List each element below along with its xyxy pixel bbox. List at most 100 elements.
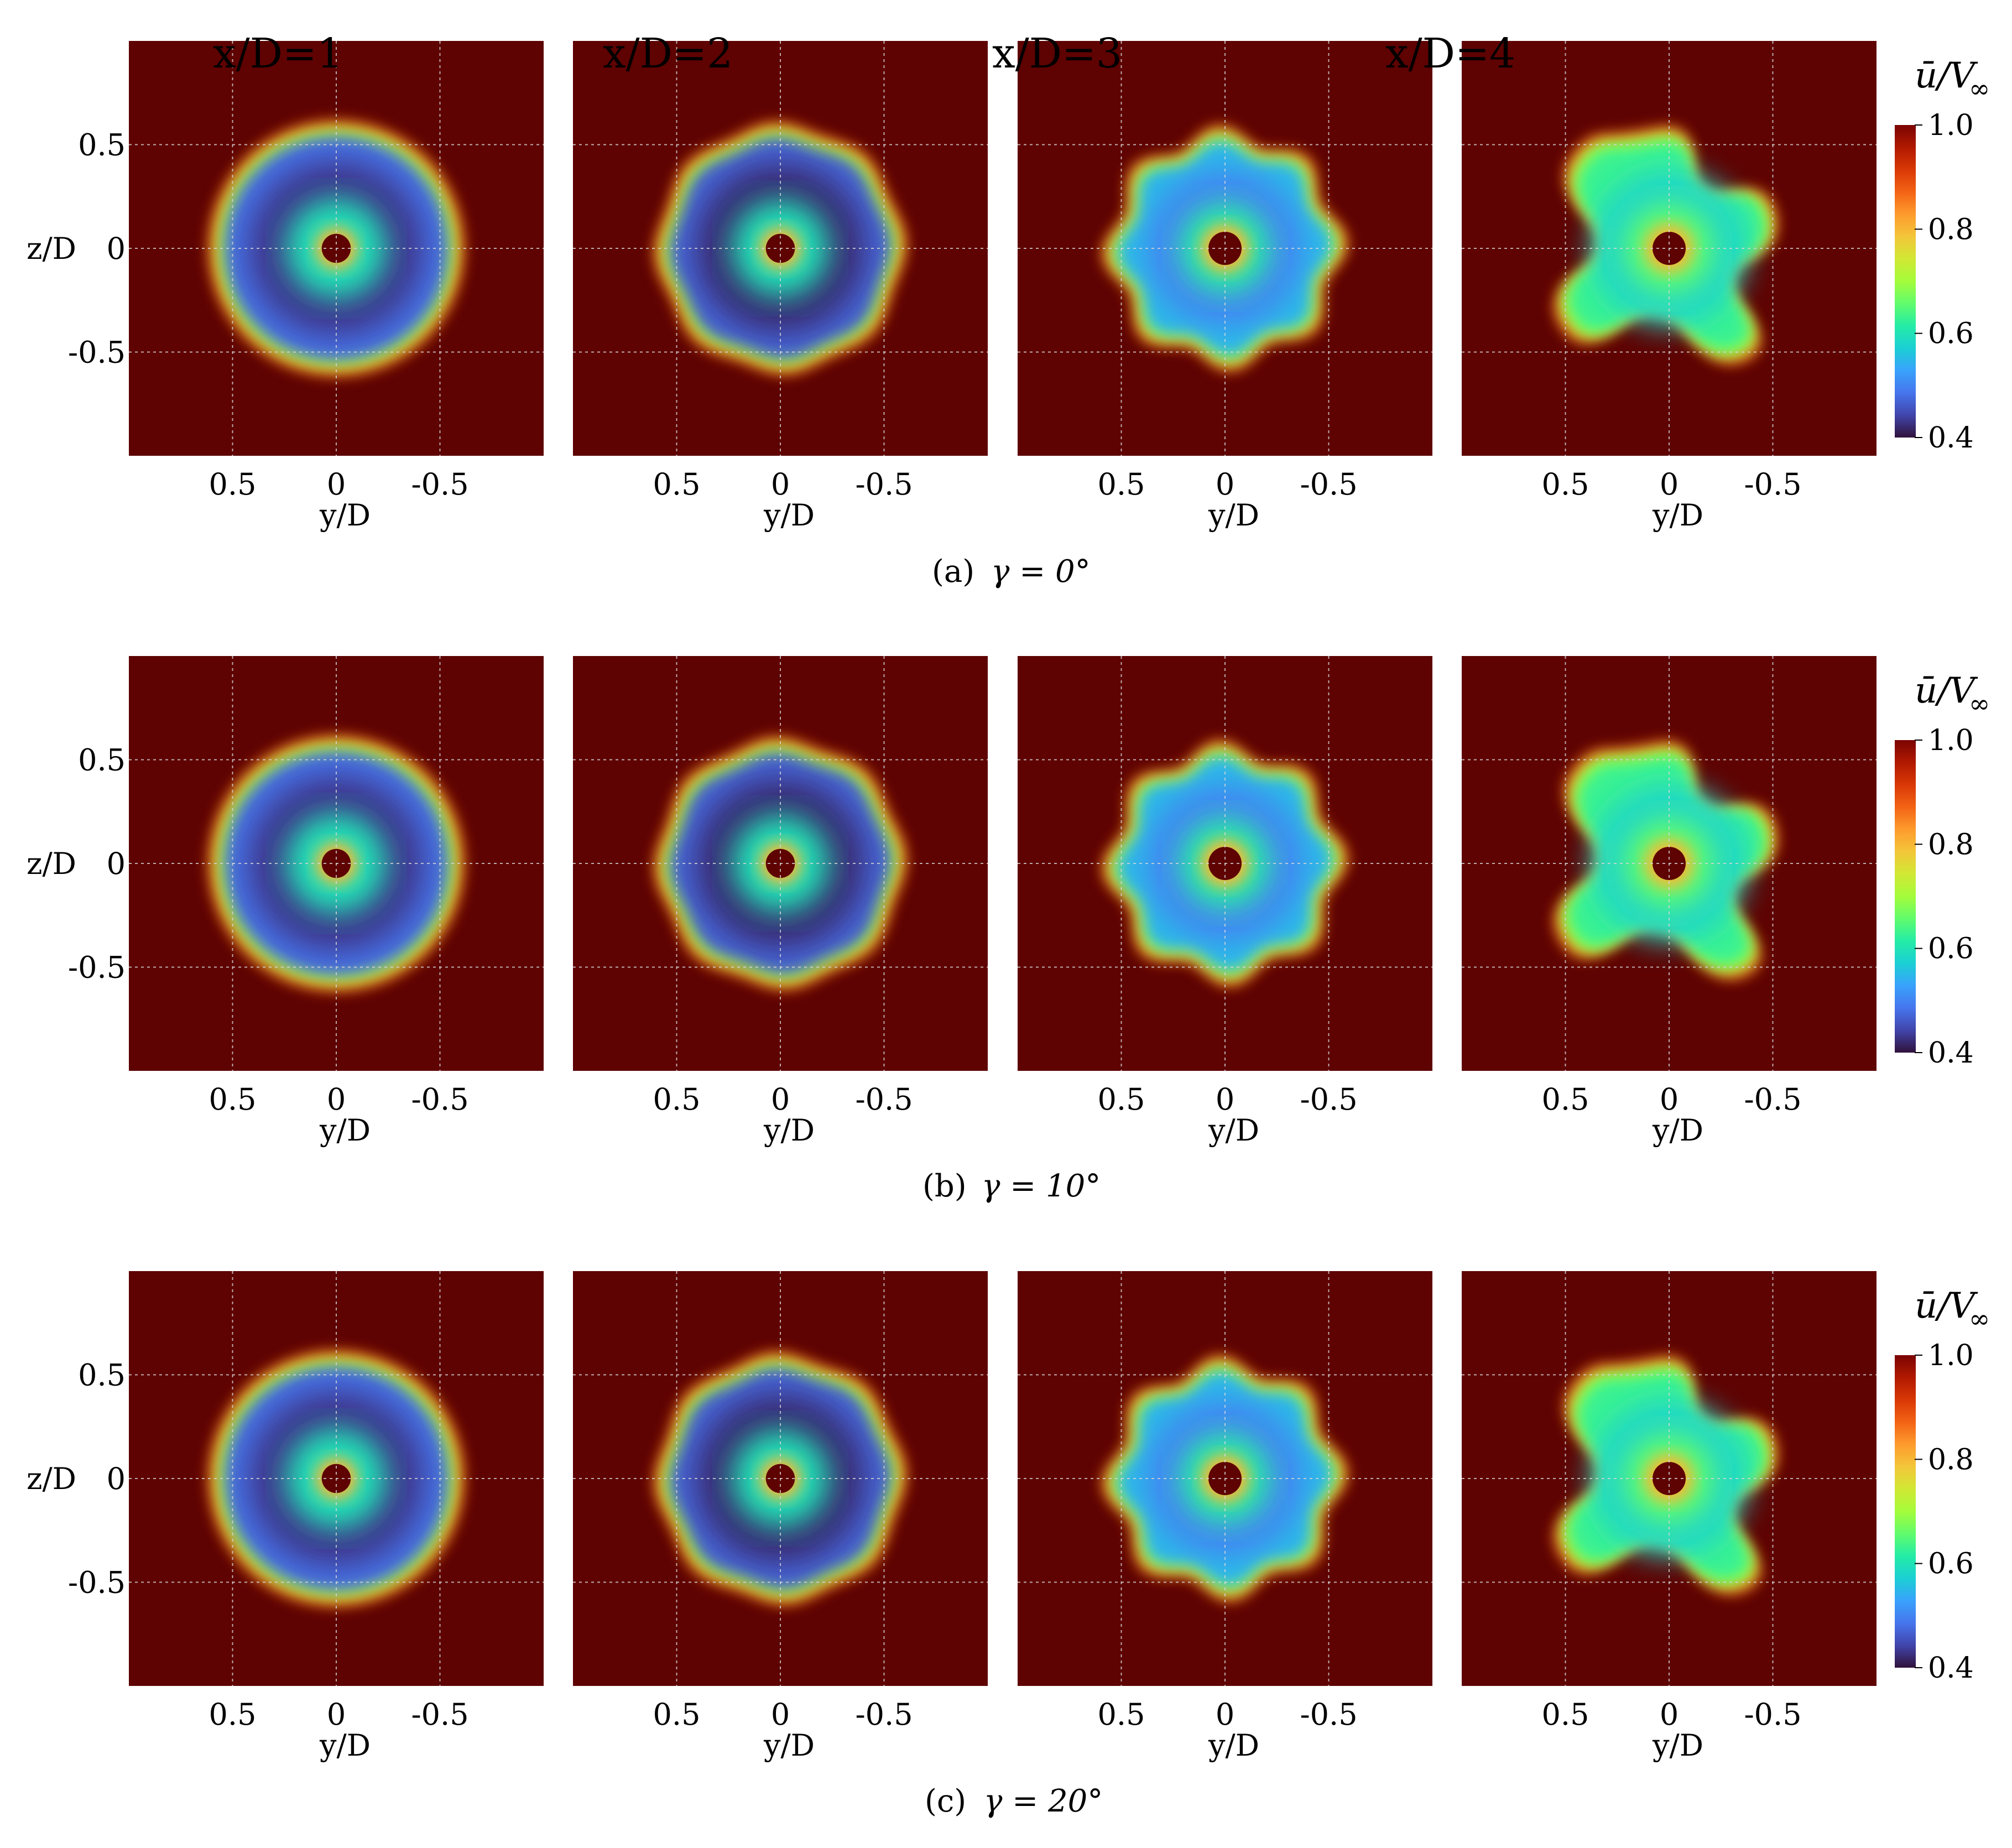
x-tick-label: 0.5 [1098, 1082, 1145, 1117]
x-tick-label: 0 [771, 1082, 790, 1117]
panel-xD1-gamma0: 0.5 0 -0.5 y/D 0.5 0 -0.5 z/D [27, 41, 544, 533]
x-tick-label: 0.5 [653, 467, 701, 502]
x-tick-label: -0.5 [1744, 1697, 1801, 1732]
x-tick-label: -0.5 [411, 467, 468, 502]
y-tick-label: 0 [107, 231, 126, 266]
x-tick-label: -0.5 [411, 1082, 468, 1117]
x-axis-label: y/D [319, 1113, 371, 1148]
x-tick-label: -0.5 [1300, 1697, 1357, 1732]
x-tick-label: -0.5 [1300, 1082, 1357, 1117]
y-axis-label: z/D [27, 1461, 76, 1496]
row-caption-b: (b) γ = 10° [922, 1168, 1101, 1204]
x-axis-label: y/D [319, 498, 371, 533]
caption-prefix: (c) [925, 1783, 966, 1819]
x-tick-label: 0 [1216, 1082, 1234, 1117]
colorbar-tick-label: 0.8 [1928, 1443, 1974, 1476]
y-axis-label: z/D [27, 846, 76, 881]
x-tick-label: -0.5 [411, 1697, 468, 1732]
row-caption-c: (c) γ = 20° [925, 1783, 1103, 1819]
colorbar-tick-label: 0.8 [1928, 213, 1974, 246]
x-tick-label: 0 [1660, 467, 1679, 502]
x-tick-label: -0.5 [855, 467, 913, 502]
colorbar-title-subscript: ∞ [1969, 1304, 1990, 1334]
panel-xD4-gamma10: 0.5 0 -0.5 y/D [1462, 656, 1877, 1148]
colorbar-tick-label: 0.4 [1928, 421, 1974, 455]
colorbar-tick-label: 0.4 [1928, 1652, 1974, 1685]
panel-xD2-gamma0: 0.5 0 -0.5 y/D [573, 41, 988, 533]
panel-xD3-gamma0: 0.5 0 -0.5 y/D [1018, 41, 1432, 533]
x-tick-label: 0.5 [1542, 1697, 1589, 1732]
colorbar: ū/V∞ 1.0 0.8 0.6 0.4 [1895, 55, 1990, 455]
x-tick-label: 0.5 [653, 1082, 701, 1117]
colorbar-gradient [1895, 740, 1916, 1053]
colorbar-title: ū/V [1915, 55, 1978, 96]
station-label-2: x/D=2 [603, 30, 733, 77]
x-axis-label: y/D [1208, 1113, 1259, 1148]
panel-xD3-gamma10: 0.5 0 -0.5 y/D [1018, 656, 1432, 1148]
x-tick-label: 0.5 [1098, 1697, 1145, 1732]
station-label-3: x/D=3 [992, 30, 1122, 77]
colorbar-gradient [1895, 1355, 1916, 1668]
x-axis-label: y/D [1652, 1728, 1703, 1763]
colorbar-tick-label: 0.6 [1928, 933, 1974, 966]
panel-xD3-gamma20: 0.5 0 -0.5 y/D [1018, 1271, 1432, 1763]
y-axis-label: z/D [27, 231, 76, 266]
x-axis-label: y/D [763, 1113, 815, 1148]
y-tick-label: -0.5 [68, 335, 126, 370]
x-tick-label: 0 [771, 467, 790, 502]
caption-prefix: (b) [922, 1168, 967, 1204]
panel-xD1-gamma10: 0.5 0 -0.5 y/D 0.5 0 -0.5 z/D [27, 656, 544, 1148]
x-tick-label: 0.5 [653, 1697, 701, 1732]
colorbar-tick-label: 0.8 [1928, 828, 1974, 861]
row-gamma-10: 0.5 0 -0.5 y/D 0.5 0 -0.5 z/D 0.5 0 -0.5 y/D 0.5 0 -0.… [27, 656, 1990, 1148]
y-tick-label: 0.5 [78, 743, 126, 778]
y-tick-label: 0 [107, 1461, 126, 1496]
x-tick-label: -0.5 [1744, 467, 1801, 502]
x-tick-label: 0 [1660, 1082, 1679, 1117]
colorbar-tick-label: 0.6 [1928, 1548, 1974, 1581]
x-axis-label: y/D [319, 1728, 371, 1763]
x-tick-label: 0.5 [1098, 467, 1145, 502]
colorbar: ū/V∞ 1.0 0.8 0.6 0.4 [1895, 670, 1990, 1070]
colorbar-tick-label: 1.0 [1928, 1339, 1974, 1372]
colorbar-title: ū/V [1915, 1285, 1978, 1326]
station-label-1: x/D=1 [213, 30, 343, 77]
caption-prefix: (a) [932, 554, 974, 590]
colorbar-tick-label: 1.0 [1928, 724, 1974, 757]
x-tick-label: 0.5 [1542, 467, 1589, 502]
panel-xD2-gamma10: 0.5 0 -0.5 y/D [573, 656, 988, 1148]
x-tick-label: 0.5 [209, 1082, 257, 1117]
y-tick-label: 0.5 [78, 128, 126, 163]
colorbar-tick-label: 1.0 [1928, 109, 1974, 142]
x-tick-label: 0.5 [1542, 1082, 1589, 1117]
colorbar-tick-label: 0.6 [1928, 317, 1974, 351]
caption-gamma: γ = 20° [984, 1783, 1103, 1819]
caption-gamma: γ = 10° [982, 1168, 1101, 1204]
y-tick-label: -0.5 [68, 1565, 126, 1600]
y-tick-label: 0.5 [78, 1358, 126, 1393]
x-tick-label: 0 [1216, 1697, 1234, 1732]
x-axis-label: y/D [1208, 1728, 1259, 1763]
x-tick-label: -0.5 [855, 1082, 913, 1117]
caption-gamma: γ = 0° [991, 554, 1091, 590]
x-axis-label: y/D [1652, 1113, 1703, 1148]
panel-xD2-gamma20: 0.5 0 -0.5 y/D [573, 1271, 988, 1763]
y-tick-label: 0 [107, 846, 126, 881]
x-tick-label: -0.5 [1744, 1082, 1801, 1117]
x-axis-label: y/D [1652, 498, 1703, 533]
x-tick-label: 0 [771, 1697, 790, 1732]
row-caption-a: (a) γ = 0° [932, 554, 1091, 590]
panel-xD4-gamma0: 0.5 0 -0.5 y/D [1462, 41, 1877, 533]
colorbar-title-subscript: ∞ [1969, 689, 1990, 719]
panel-xD1-gamma20: 0.5 0 -0.5 y/D 0.5 0 -0.5 z/D [27, 1271, 544, 1763]
x-tick-label: -0.5 [1300, 467, 1357, 502]
x-tick-label: 0 [327, 1697, 346, 1732]
x-tick-label: 0 [1216, 467, 1234, 502]
colorbar-title: ū/V [1915, 670, 1978, 711]
x-axis-label: y/D [763, 498, 815, 533]
x-tick-label: -0.5 [855, 1697, 913, 1732]
x-axis-label: y/D [1208, 498, 1259, 533]
colorbar: ū/V∞ 1.0 0.8 0.6 0.4 [1895, 1285, 1990, 1685]
x-tick-label: 0.5 [209, 467, 257, 502]
